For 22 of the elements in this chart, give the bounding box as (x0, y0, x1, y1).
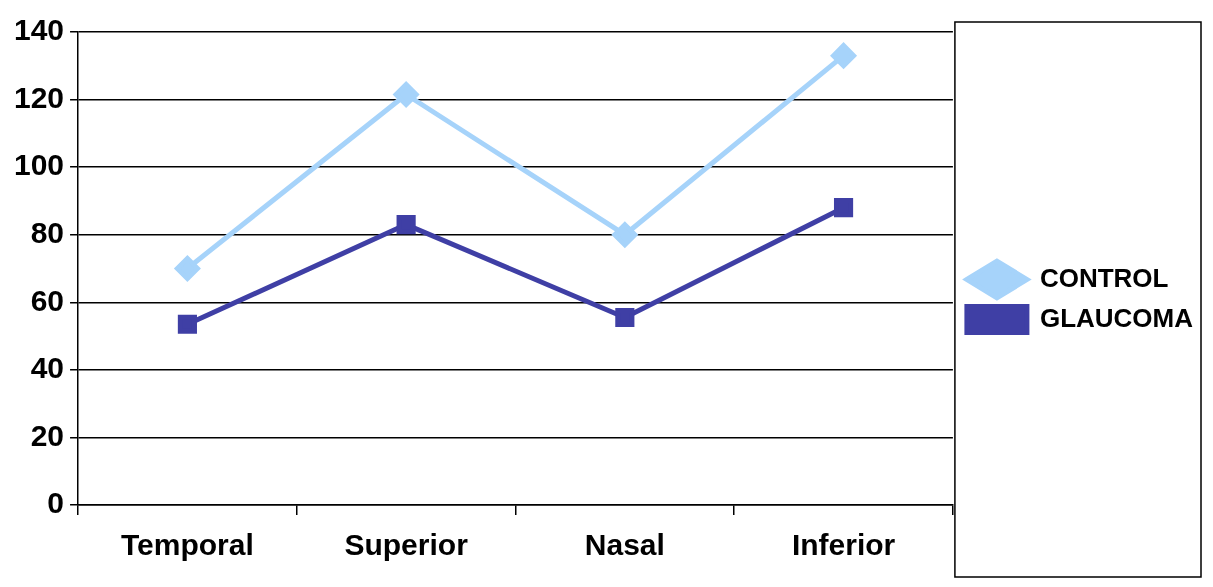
y-tick-label: 120 (13, 80, 65, 114)
x-tick-label: Superior (344, 528, 469, 562)
y-tick-label: 140 (13, 13, 65, 47)
point (612, 222, 638, 248)
y-tick-label: 40 (30, 351, 65, 385)
x-tick-label: Inferior (791, 528, 896, 562)
y-tick-label: 0 (47, 486, 65, 520)
y-tick-label: 80 (30, 215, 65, 249)
point (615, 307, 635, 328)
y-tick-label: 20 (30, 418, 65, 452)
point (833, 198, 854, 218)
point (831, 43, 857, 69)
x-tick-label: Temporal (121, 528, 254, 562)
point (177, 314, 197, 334)
y-tick-label: 100 (13, 148, 65, 182)
point (396, 215, 416, 235)
legend-label: GLAUCOMA (1039, 302, 1194, 333)
legend-label: CONTROL (1039, 262, 1169, 293)
y-tick-label: 60 (30, 283, 65, 317)
point (174, 256, 200, 281)
x-tick-label: Nasal (584, 528, 665, 562)
point (393, 82, 419, 107)
